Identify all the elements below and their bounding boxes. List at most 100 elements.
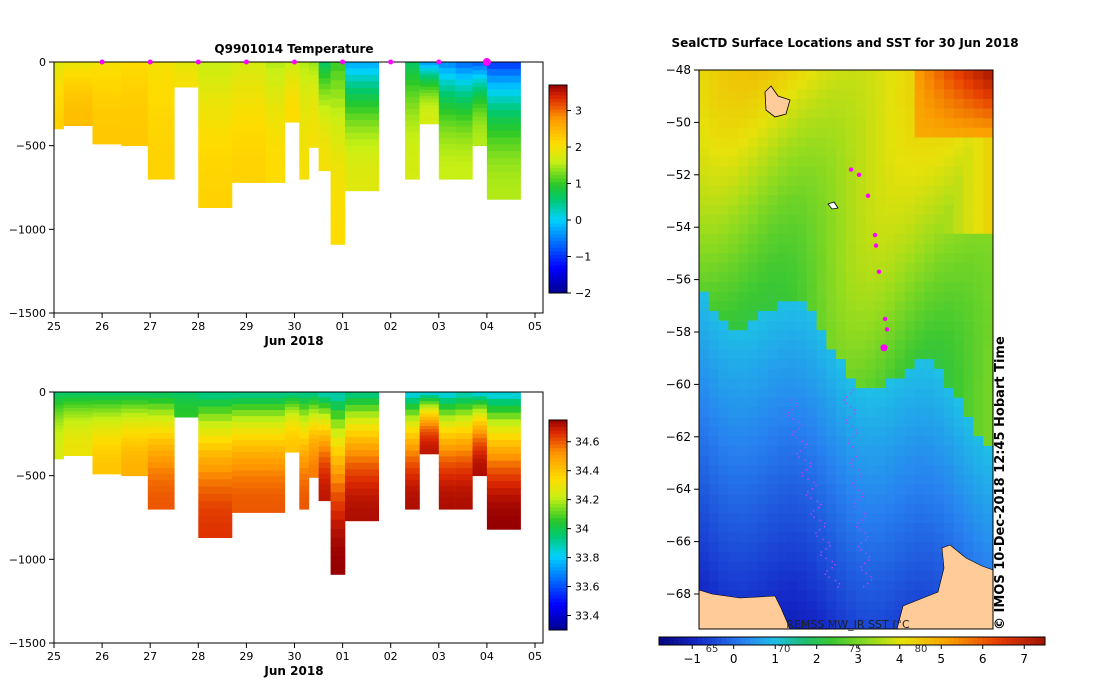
temperature-colorbar-step: [549, 143, 567, 148]
temperature-cell: [54, 78, 64, 83]
sst-cell: [953, 118, 964, 129]
temperature-cell: [92, 115, 122, 120]
sst-cell: [885, 272, 896, 283]
sst-cell: [718, 253, 729, 264]
sst-cell: [699, 127, 710, 138]
sst-cell: [806, 455, 817, 466]
sst-cell: [846, 523, 857, 533]
sst-cell: [787, 388, 798, 399]
salinity-cell: [121, 412, 149, 418]
sst-cell: [708, 368, 719, 379]
temperature-xtick-label: 04: [480, 320, 494, 333]
sst-cell: [806, 359, 817, 370]
sst-cell: [718, 330, 729, 341]
track-point: [864, 539, 867, 541]
sst-cell: [944, 291, 955, 302]
salinity-cell: [232, 422, 266, 429]
sst-cell: [934, 137, 945, 148]
sst-cell: [777, 127, 788, 138]
salinity-cell: [345, 417, 379, 425]
salinity-cell: [147, 491, 175, 498]
sst-cell: [846, 108, 857, 119]
temperature-cell: [486, 178, 521, 186]
sst-cell: [855, 494, 866, 505]
track-point: [858, 452, 861, 455]
sst-cell: [757, 455, 768, 466]
sst-cell: [718, 98, 729, 109]
salinity-cell: [299, 392, 310, 399]
sst-cell: [767, 330, 778, 341]
track-point: [856, 432, 858, 435]
salinity-cell: [147, 485, 175, 492]
track-point: [870, 575, 872, 578]
temperature-cell: [455, 97, 473, 104]
salinity-cell: [345, 404, 379, 412]
salinity-cell: [232, 500, 266, 507]
salinity-cell: [198, 457, 233, 466]
temperature-cell: [299, 167, 310, 174]
sst-cell: [973, 503, 984, 514]
sst-cell: [983, 445, 994, 456]
sst-cell: [708, 513, 719, 524]
sst-cell: [836, 407, 847, 418]
sst-cell: [797, 176, 808, 186]
salinity-cell: [405, 421, 420, 428]
sst-cell: [846, 79, 857, 90]
sst-cell: [924, 330, 935, 341]
temperature-cell: [345, 171, 379, 179]
salinity-cell: [232, 416, 266, 423]
sst-cell: [767, 118, 778, 129]
sst-cell: [748, 272, 759, 283]
salinity-cell: [54, 455, 64, 460]
salinity-cell: [345, 392, 379, 399]
track-point: [838, 582, 841, 585]
sst-cell: [865, 79, 876, 90]
sst-cell: [777, 272, 788, 283]
salinity-colorbar-step: [549, 602, 567, 606]
sst-cell: [963, 455, 974, 466]
salinity-xtick-label: 02: [384, 650, 398, 663]
sst-cell: [806, 70, 817, 80]
temperature-cell: [438, 161, 456, 168]
sst-cell: [816, 542, 827, 553]
sst-cell: [865, 474, 876, 485]
profile-marker: [436, 59, 442, 65]
salinity-cell: [438, 392, 456, 399]
sst-cell: [944, 70, 955, 80]
sst-cell: [728, 436, 739, 447]
sst-cell: [846, 359, 857, 370]
salinity-colorbar-step: [549, 623, 567, 627]
temperature-cell: [345, 94, 379, 101]
temperature-cell: [318, 116, 331, 123]
sst-cell: [904, 147, 915, 158]
sst-cell: [904, 436, 915, 447]
sst-cell: [777, 359, 788, 370]
salinity-cell: [147, 479, 175, 487]
sst-cell: [816, 378, 827, 389]
sst-cell: [806, 590, 817, 601]
sst-cell: [914, 137, 925, 148]
temperature-cell: [174, 70, 199, 73]
sst-cell: [914, 89, 925, 100]
sst-cell: [699, 320, 710, 331]
sst-cell: [728, 253, 739, 264]
salinity-cell: [174, 399, 199, 402]
salinity-cell: [121, 408, 149, 414]
sst-cell: [846, 542, 857, 553]
sst-cell: [728, 176, 739, 186]
salinity-cell: [318, 495, 331, 502]
temperature-cell: [63, 112, 93, 117]
track-point: [801, 472, 803, 474]
sst-cell: [963, 397, 974, 408]
sst-cell: [699, 368, 710, 379]
sst-cell: [973, 388, 984, 399]
salinity-cell: [345, 456, 379, 464]
sst-cell: [836, 378, 847, 389]
temperature-ytick-label: 0: [39, 56, 46, 69]
sst-cell: [738, 571, 749, 582]
temperature-cell: [299, 161, 310, 168]
sst-cell: [728, 79, 739, 90]
sst-colorbar-step: [673, 637, 679, 645]
sst-cell: [757, 580, 768, 591]
temperature-cell: [121, 95, 149, 101]
